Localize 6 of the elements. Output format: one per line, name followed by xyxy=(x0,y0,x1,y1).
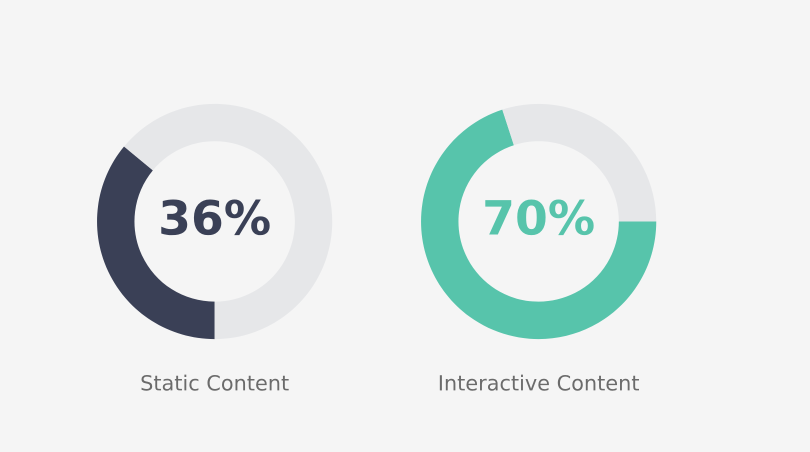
text: Interactive Content xyxy=(440,374,639,391)
donut-slice xyxy=(124,104,332,340)
text: 36% xyxy=(161,199,270,236)
text: Static Content xyxy=(142,374,289,391)
text: 70% xyxy=(485,199,594,236)
donut-slice xyxy=(421,110,656,340)
